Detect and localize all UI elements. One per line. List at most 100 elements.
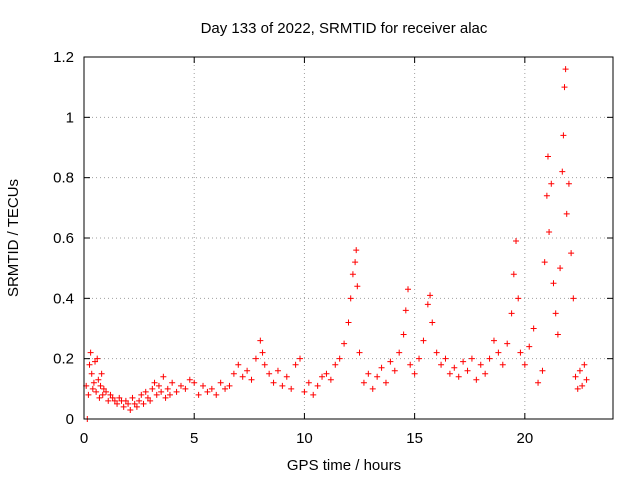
data-point [158, 388, 165, 395]
data-point [151, 379, 158, 386]
data-point [248, 376, 255, 383]
data-point [98, 370, 105, 377]
axis-ticks: 0 0.2 0.4 0.6 0.8 1 1.2 0 5 10 15 20 [53, 49, 613, 447]
data-point [365, 370, 372, 377]
x-tick-label: 20 [516, 430, 533, 447]
data-point [405, 286, 412, 293]
data-point [451, 364, 458, 371]
data-point [93, 388, 100, 395]
data-point [442, 355, 449, 362]
data-point [548, 180, 555, 187]
data-point [402, 307, 409, 314]
data-point [153, 391, 160, 398]
data-point [109, 394, 116, 401]
data-point [464, 367, 471, 374]
y-tick-label: 0 [66, 411, 74, 428]
data-point [353, 247, 360, 254]
y-tick-label: 0.2 [53, 351, 74, 368]
data-point [155, 382, 162, 389]
data-point [400, 331, 407, 338]
data-point [427, 292, 434, 299]
data-point [583, 376, 590, 383]
data-point [160, 373, 167, 380]
data-point [122, 397, 129, 404]
data-point [173, 388, 180, 395]
data-point [142, 388, 149, 395]
data-point [127, 406, 134, 413]
data-point [96, 394, 103, 401]
data-point [438, 361, 445, 368]
data-point [292, 361, 299, 368]
data-point [374, 373, 381, 380]
data-point [446, 370, 453, 377]
data-point [510, 271, 517, 278]
data-point [186, 376, 193, 383]
data-point [213, 391, 220, 398]
data-point [310, 391, 317, 398]
data-point [543, 192, 550, 199]
data-point [382, 379, 389, 386]
data-point [513, 238, 520, 245]
chart-title: Day 133 of 2022, SRMTID for receiver ala… [201, 20, 488, 37]
data-point [557, 265, 564, 272]
data-point [499, 361, 506, 368]
data-point [411, 370, 418, 377]
data-point [226, 382, 233, 389]
data-point [504, 340, 511, 347]
data-point [89, 385, 96, 392]
data-point [517, 349, 524, 356]
data-point [345, 319, 352, 326]
data-point [323, 370, 330, 377]
data-point [129, 394, 136, 401]
data-point [416, 355, 423, 362]
data-point [87, 349, 94, 356]
data-point [144, 394, 151, 401]
data-point [133, 403, 140, 410]
data-point [544, 153, 551, 160]
data-point [561, 84, 568, 91]
data-point [111, 397, 118, 404]
data-point [495, 349, 502, 356]
data-point [429, 319, 436, 326]
data-point [341, 340, 348, 347]
data-point [149, 385, 156, 392]
data-point [563, 210, 570, 217]
data-point [288, 385, 295, 392]
y-tick-label: 0.8 [53, 170, 74, 187]
data-point [235, 361, 242, 368]
data-point [581, 361, 588, 368]
data-point [88, 370, 95, 377]
data-point [360, 379, 367, 386]
data-point [107, 391, 114, 398]
y-tick-label: 1 [66, 109, 74, 126]
data-point [455, 373, 462, 380]
data-point [177, 382, 184, 389]
data-point [378, 364, 385, 371]
data-point [468, 355, 475, 362]
data-point [539, 367, 546, 374]
data-point [105, 397, 112, 404]
data-point [244, 367, 251, 374]
x-axis-label: GPS time / hours [287, 457, 401, 474]
grid-lines [84, 57, 613, 419]
y-tick-label: 0.4 [53, 290, 74, 307]
data-point [559, 168, 566, 175]
data-point [354, 283, 361, 290]
data-point [576, 367, 583, 374]
data-point [420, 337, 427, 344]
data-point [252, 355, 259, 362]
data-point [131, 400, 138, 407]
data-point [283, 373, 290, 380]
data-point [579, 382, 586, 389]
data-point [433, 349, 440, 356]
data-point [169, 379, 176, 386]
data-point [508, 310, 515, 317]
data-point [259, 349, 266, 356]
data-point [565, 180, 572, 187]
data-point [332, 361, 339, 368]
data-point [204, 388, 211, 395]
data-point [396, 349, 403, 356]
data-point [369, 385, 376, 392]
data-point [477, 361, 484, 368]
